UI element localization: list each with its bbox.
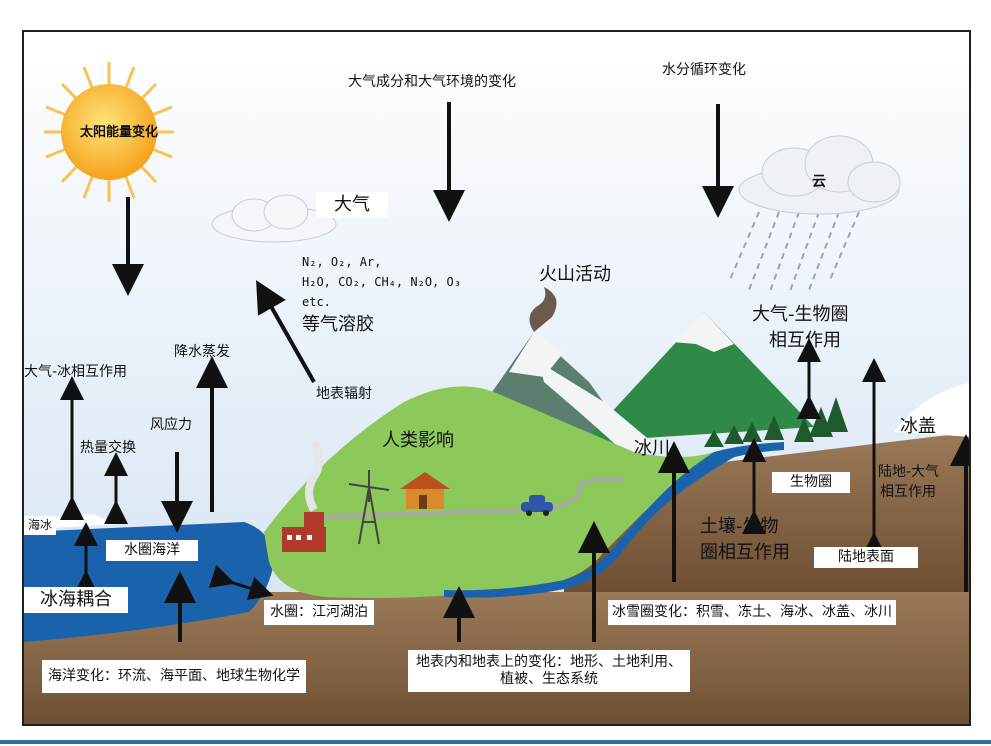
soil-bio-label-2: 圈相互作用 (700, 542, 790, 563)
double-arrows (60, 338, 886, 600)
aerosol-label: 等气溶胶 (302, 314, 374, 335)
precip-label: 降水蒸发 (174, 344, 230, 360)
car (521, 495, 553, 516)
ocean-change-box: 海洋变化：环流、海平面、地球生物化学 (42, 660, 306, 693)
glacier-label: 冰川 (634, 438, 670, 459)
land-surface-box: 陆地表面 (814, 547, 918, 568)
cryo-change-box: 冰雪圈变化：积雪、冻土、海冰、冰盖、冰川 (608, 600, 896, 625)
atmos-change-label: 大气成分和大气环境的变化 (348, 74, 516, 90)
wind-label: 风应力 (150, 417, 192, 433)
heat-label: 热量交换 (80, 440, 136, 456)
sun-label: 太阳能量变化 (80, 125, 159, 140)
biosphere-box: 生物圈 (772, 472, 850, 493)
snow-cap-1 (509, 332, 564, 377)
ocean-box: 水圈海洋 (106, 540, 198, 561)
sun (44, 62, 174, 202)
surface-rad-label: 地表辐射 (316, 386, 372, 402)
land-change-line-1: 地表内和地表上的变化：地形、土地利用、 (416, 654, 682, 670)
arrows (112, 102, 969, 642)
gases-line-3: etc. (302, 295, 331, 309)
windmill (348, 470, 390, 545)
human-label: 人类影响 (382, 430, 454, 451)
rivers-box: 水圈：江河湖泊 (264, 600, 374, 625)
ice-ocean-box: 冰海耦合 (24, 587, 128, 613)
river (444, 452, 744, 598)
volcano-smoke (529, 287, 557, 332)
glacier-slope (539, 362, 664, 452)
land-atmos-label-2: 相互作用 (880, 484, 936, 500)
land-atmos-label-1: 陆地-大气 (878, 464, 940, 480)
cloud-small (211, 194, 337, 243)
bottom-rule (0, 740, 991, 744)
atmos-bio-label-2: 相互作用 (769, 330, 841, 351)
ice-cap-shape (894, 382, 969, 437)
soil-bio-label-1: 土壤-生物 (700, 516, 779, 537)
land-change-box: 地表内和地表上的变化：地形、土地利用、 植被、生态系统 (408, 650, 690, 692)
forest (704, 397, 848, 447)
gases-line-1: N₂, O₂, Ar, (302, 255, 382, 269)
icecap-label: 冰盖 (900, 416, 936, 437)
atmosphere-box: 大气 (316, 192, 388, 218)
house (400, 472, 450, 509)
snow-cap-2 (672, 312, 734, 352)
mountain-green (584, 312, 814, 442)
sea-ice-box: 海冰 (24, 516, 57, 535)
gases-line-2: H₂O, CO₂, CH₄, N₂O, O₃ (302, 275, 461, 289)
rain-cloud (728, 135, 901, 295)
volcano-label: 火山活动 (539, 264, 611, 285)
cloud-label: 云 (812, 174, 826, 190)
atmos-bio-label-1: 大气-生物圈 (752, 304, 849, 325)
land-change-line-2: 植被、生态系统 (500, 671, 598, 687)
factory (282, 440, 326, 552)
water-cycle-label: 水分循环变化 (662, 62, 746, 78)
diagram-frame: 太阳能量变化 大气成分和大气环境的变化 水分循环变化 云 大气 N₂, O₂, … (22, 30, 971, 726)
atmos-ice-label: 大气-冰相互作用 (24, 364, 128, 380)
